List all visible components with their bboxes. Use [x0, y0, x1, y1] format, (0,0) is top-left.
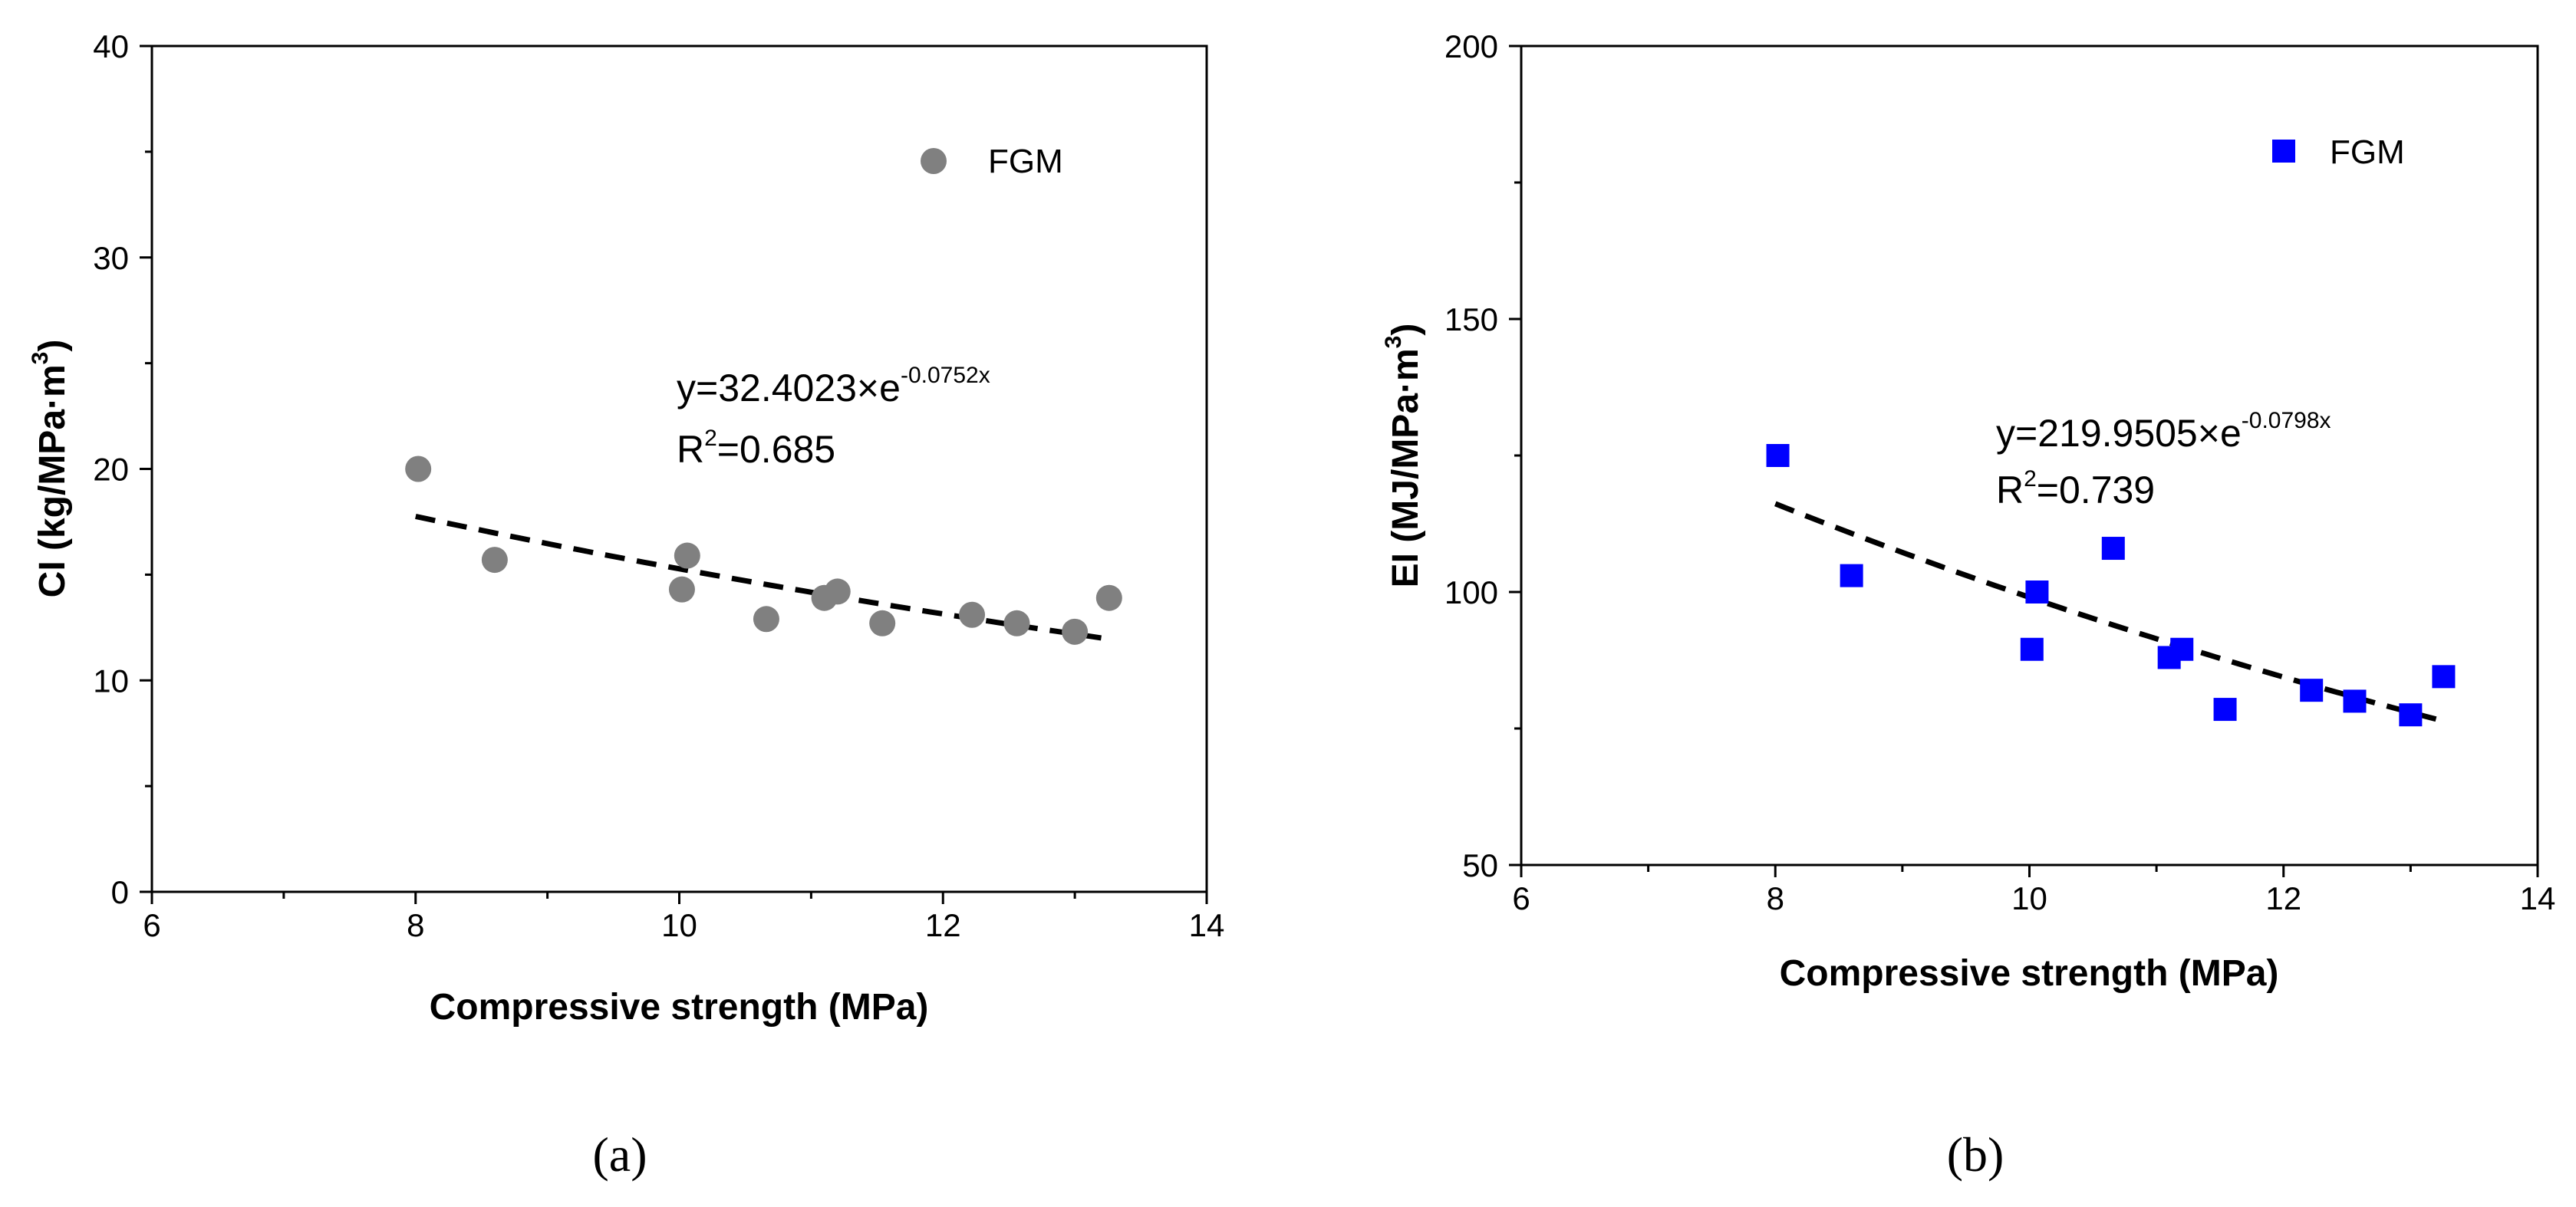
r-squared-value: =0.739: [2037, 469, 2155, 511]
y-tick-label: 20: [93, 452, 129, 488]
data-point: [2101, 537, 2125, 561]
x-tick-label: 8: [1767, 880, 1784, 916]
data-point: [2170, 637, 2194, 661]
y-axis-title: CI (kg/MPa·m3): [28, 340, 73, 598]
data-point: [824, 578, 851, 605]
trendline: [1774, 501, 2437, 722]
y-tick-label: 150: [1444, 301, 1498, 337]
legend: FGM: [2272, 133, 2405, 171]
y-axis-title-close: ): [32, 340, 73, 352]
fit-equation-exponent: -0.0752x: [901, 363, 990, 388]
r-squared-value: =0.685: [717, 428, 835, 471]
axis-ticks: [140, 44, 1208, 904]
y-tick-label: 50: [1462, 847, 1498, 883]
data-point: [2343, 689, 2367, 713]
data-point: [1766, 444, 1790, 467]
fit-equation: y=32.4023×e-0.0752x: [677, 363, 990, 409]
axis-ticks: [1509, 44, 2539, 877]
fit-equation-base: y=32.4023×e: [677, 367, 901, 409]
data-point: [405, 456, 432, 482]
data-point: [674, 542, 700, 569]
fit-equation: y=219.9505×e-0.0798x: [1996, 408, 2331, 455]
data-points: [1766, 444, 2456, 727]
x-axis-title: Compressive strength (MPa): [1780, 953, 2279, 994]
x-tick-label: 10: [2011, 880, 2047, 916]
x-tick-label: 10: [661, 907, 697, 943]
data-point: [1840, 564, 1863, 587]
tick-labels: 6 8 10 12 14 50 100 150 200: [1444, 28, 2555, 916]
y-tick-label: 100: [1444, 574, 1498, 610]
data-point: [1062, 618, 1089, 645]
x-tick-label: 14: [1189, 907, 1225, 943]
data-point: [481, 547, 508, 574]
panel-caption: (a): [592, 1127, 647, 1182]
data-point: [869, 610, 896, 636]
x-tick-label: 14: [2520, 880, 2556, 916]
r-squared: R2=0.685: [677, 426, 835, 471]
panel-a-chart: 6 8 10 12 14 0 10 20 30 40 FGM y=32.4023×e-0.0752…: [28, 28, 1224, 1182]
trendline: [415, 513, 1102, 641]
y-axis-title-close: ): [1385, 324, 1426, 336]
r-squared-letter: R: [1996, 469, 2024, 511]
data-point: [2020, 637, 2044, 661]
data-point: [753, 606, 779, 633]
legend-marker-square: [2272, 140, 2295, 163]
x-tick-label: 12: [2265, 880, 2301, 916]
x-tick-label: 6: [1512, 880, 1530, 916]
data-point: [1095, 584, 1122, 611]
r-squared-superscript: 2: [2024, 466, 2037, 492]
panel-b-chart: 6 8 10 12 14 50 100 150 200 FGM y=219.9505×e-0.0…: [1381, 28, 2555, 1182]
x-axis-title: Compressive strength (MPa): [430, 987, 929, 1028]
y-axis-title-superscript: 3: [28, 352, 53, 365]
y-tick-label: 40: [93, 28, 129, 64]
x-tick-label: 6: [143, 907, 160, 943]
r-squared-superscript: 2: [704, 426, 717, 451]
data-point: [1003, 610, 1030, 636]
legend-label: FGM: [988, 143, 1063, 180]
y-tick-label: 200: [1444, 28, 1498, 64]
y-axis-title: EI (MJ/MPa·m3): [1381, 324, 1426, 588]
panel-caption: (b): [1947, 1127, 2004, 1182]
legend: FGM: [921, 143, 1063, 180]
y-axis-title-main: EI (MJ/MPa·m: [1385, 348, 1426, 587]
y-tick-label: 0: [111, 874, 129, 910]
data-point: [668, 576, 695, 603]
data-point: [2025, 580, 2049, 604]
fit-equation-exponent: -0.0798x: [2242, 408, 2331, 433]
legend-label: FGM: [2330, 133, 2405, 171]
data-point: [2432, 665, 2456, 689]
r-squared-letter: R: [677, 428, 704, 471]
data-point: [2300, 679, 2324, 702]
y-axis-title-superscript: 3: [1381, 336, 1406, 349]
data-point: [2213, 698, 2237, 722]
y-tick-label: 30: [93, 240, 129, 276]
y-tick-label: 10: [93, 663, 129, 699]
x-tick-label: 8: [407, 907, 424, 943]
y-axis-title-main: CI (kg/MPa·m: [32, 364, 73, 597]
data-point: [959, 601, 986, 628]
x-tick-label: 12: [925, 907, 961, 943]
fit-equation-base: y=219.9505×e: [1996, 412, 2242, 455]
legend-marker-circle: [921, 148, 947, 174]
data-points: [405, 456, 1122, 645]
r-squared: R2=0.739: [1996, 466, 2155, 511]
tick-labels: 6 8 10 12 14 0 10 20 30 40: [93, 28, 1224, 943]
data-point: [2399, 703, 2423, 727]
